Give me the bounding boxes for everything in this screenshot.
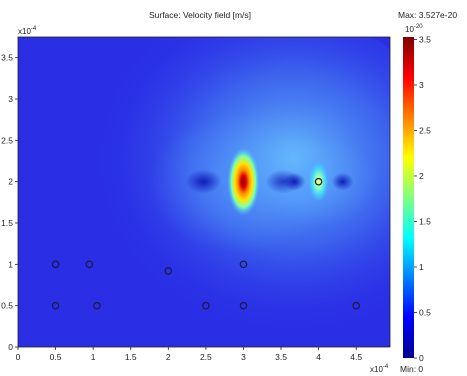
y-exponent-value: -4 [30, 26, 37, 32]
dipole-dark-spot [185, 169, 222, 194]
x-exponent-value: -4 [382, 364, 389, 370]
x-tick-label: 1 [91, 352, 96, 362]
max-value-label: Max: 3.527e-20 [398, 10, 458, 20]
y-tick-label: 0.5 [1, 301, 13, 311]
x-tick-label: 3.5 [275, 352, 287, 362]
colorbar-gradient [403, 37, 414, 358]
x-tick-label: 0 [16, 352, 21, 362]
cbar-exponent-value: -20 [413, 24, 423, 30]
colorbar-tick-label: 3.5 [419, 34, 431, 44]
velocity-hotspot [227, 147, 260, 216]
x-axis-exponent: x10-4 [370, 364, 389, 374]
x-tick-label: 4.5 [350, 352, 362, 362]
velocity-hotspot [308, 161, 329, 202]
x-tick-label: 0.5 [50, 352, 62, 362]
y-axis-exponent: x10-4 [18, 26, 37, 36]
dipole-dark-spot [331, 172, 354, 191]
colorbar-tick-label: 1.5 [419, 216, 431, 226]
y-tick-label: 3 [8, 94, 13, 104]
y-tick-label: 3.5 [1, 53, 13, 63]
colorbar-exponent: 10-20 [405, 24, 423, 34]
x-tick-label: 1.5 [125, 352, 137, 362]
y-tick-label: 2.5 [1, 135, 13, 145]
plot-title: Surface: Velocity field [m/s] [148, 10, 252, 20]
colorbar-tick-label: 1 [419, 262, 424, 272]
dipole-dark-spot [283, 172, 306, 191]
x-tick-label: 3 [241, 352, 246, 362]
velocity-surface-plot[interactable] [18, 37, 390, 347]
colorbar-tick-label: 3 [419, 80, 424, 90]
colorbar-tick-label: 2.5 [419, 125, 431, 135]
colorbar-tick-label: 0 [419, 353, 424, 363]
y-tick-label: 2 [8, 177, 13, 187]
y-tick-label: 0 [8, 342, 13, 352]
heatmap-svg[interactable] [18, 37, 390, 347]
min-value-label: Min: 0 [400, 364, 424, 374]
y-tick-label: 1.5 [1, 218, 13, 228]
x-tick-label: 2 [166, 352, 171, 362]
colorbar-tick-label: 0.5 [419, 307, 431, 317]
colorbar-tick-label: 2 [419, 171, 424, 181]
colorbar [403, 37, 414, 358]
x-tick-label: 4 [316, 352, 321, 362]
y-tick-label: 1 [8, 259, 13, 269]
x-tick-label: 2.5 [200, 352, 212, 362]
